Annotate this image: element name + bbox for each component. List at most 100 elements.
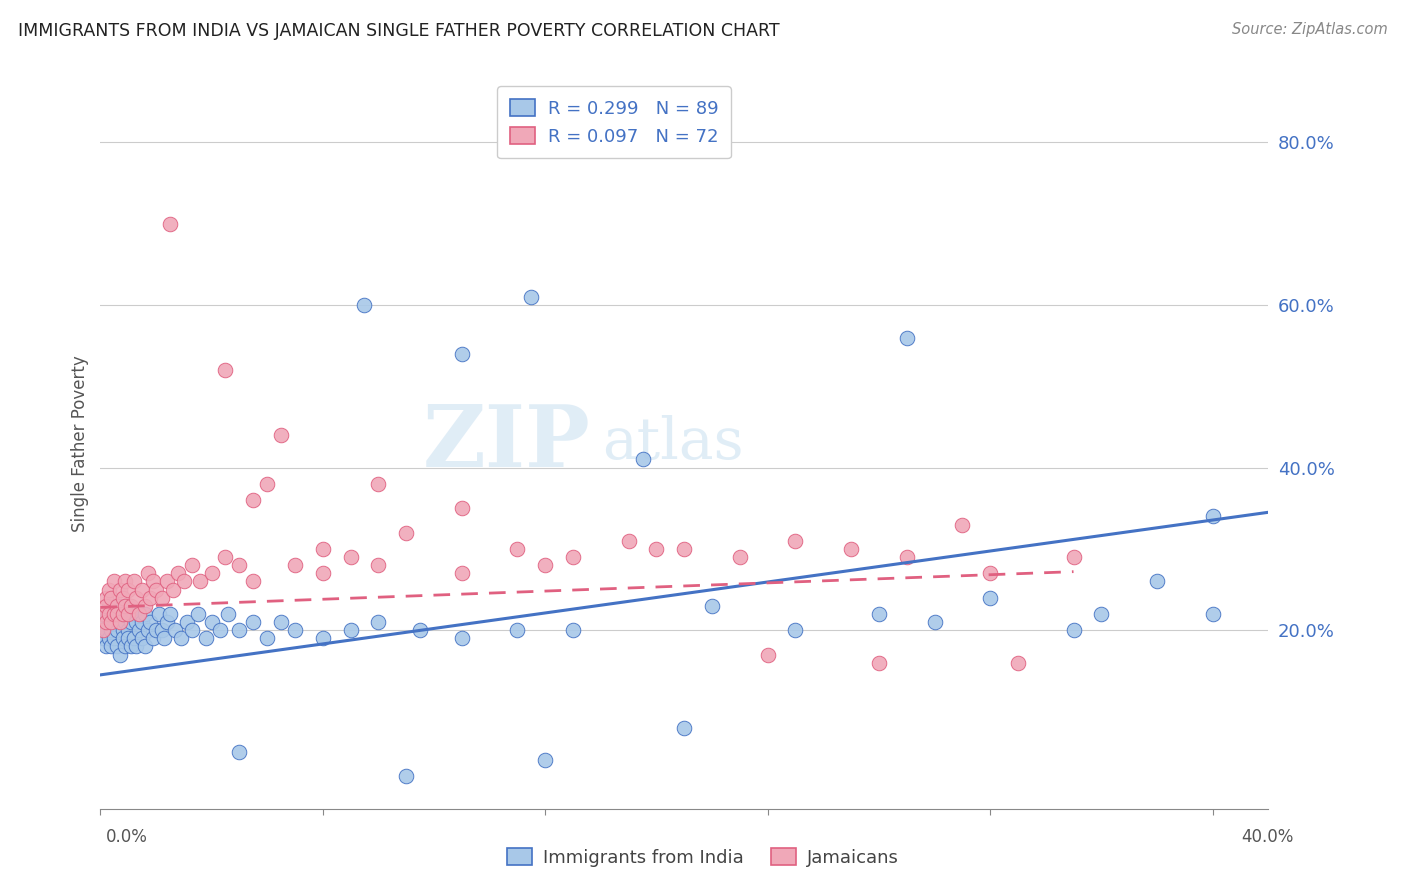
Point bbox=[156, 574, 179, 589]
Point bbox=[150, 591, 173, 605]
Point bbox=[159, 607, 181, 621]
Point bbox=[979, 591, 1001, 605]
Point bbox=[142, 632, 165, 646]
Point bbox=[924, 615, 946, 629]
Point bbox=[162, 582, 184, 597]
Legend: R = 0.299   N = 89, R = 0.097   N = 72: R = 0.299 N = 89, R = 0.097 N = 72 bbox=[498, 87, 731, 159]
Point bbox=[117, 623, 139, 637]
Point bbox=[134, 607, 156, 621]
Point bbox=[150, 623, 173, 637]
Point bbox=[181, 558, 204, 573]
Point bbox=[105, 640, 128, 654]
Point bbox=[91, 632, 114, 646]
Point bbox=[228, 745, 250, 759]
Point bbox=[756, 648, 779, 662]
Point bbox=[117, 607, 139, 621]
Point bbox=[103, 632, 125, 646]
Point bbox=[208, 623, 231, 637]
Point bbox=[700, 599, 723, 613]
Point bbox=[195, 632, 218, 646]
Point bbox=[111, 632, 134, 646]
Text: 40.0%: 40.0% bbox=[1241, 828, 1294, 846]
Point bbox=[148, 607, 170, 621]
Point bbox=[108, 599, 131, 613]
Point bbox=[94, 607, 117, 621]
Point bbox=[312, 632, 335, 646]
Point bbox=[353, 298, 375, 312]
Point bbox=[645, 541, 668, 556]
Point bbox=[120, 640, 142, 654]
Point bbox=[120, 599, 142, 613]
Point bbox=[339, 549, 361, 564]
Point bbox=[450, 632, 472, 646]
Point bbox=[534, 753, 557, 767]
Point bbox=[97, 599, 120, 613]
Point bbox=[111, 607, 134, 621]
Point bbox=[108, 615, 131, 629]
Point bbox=[165, 623, 187, 637]
Point bbox=[409, 623, 432, 637]
Point bbox=[242, 574, 264, 589]
Point bbox=[979, 566, 1001, 581]
Point bbox=[103, 607, 125, 621]
Point bbox=[312, 541, 335, 556]
Point bbox=[367, 558, 389, 573]
Point bbox=[256, 476, 278, 491]
Text: ZIP: ZIP bbox=[423, 401, 591, 485]
Point bbox=[200, 566, 222, 581]
Point bbox=[108, 648, 131, 662]
Point bbox=[131, 632, 153, 646]
Point bbox=[506, 541, 529, 556]
Point bbox=[122, 574, 145, 589]
Point bbox=[1007, 656, 1029, 670]
Point bbox=[91, 623, 114, 637]
Point bbox=[1201, 509, 1223, 524]
Text: Source: ZipAtlas.com: Source: ZipAtlas.com bbox=[1232, 22, 1388, 37]
Point bbox=[173, 574, 195, 589]
Point bbox=[128, 607, 150, 621]
Point bbox=[94, 599, 117, 613]
Point bbox=[108, 582, 131, 597]
Point bbox=[520, 290, 543, 304]
Point bbox=[1201, 607, 1223, 621]
Point bbox=[339, 623, 361, 637]
Point bbox=[145, 623, 167, 637]
Point bbox=[111, 607, 134, 621]
Point bbox=[562, 549, 585, 564]
Point bbox=[120, 615, 142, 629]
Point bbox=[128, 607, 150, 621]
Point bbox=[105, 623, 128, 637]
Point bbox=[128, 623, 150, 637]
Point bbox=[114, 574, 136, 589]
Point bbox=[134, 640, 156, 654]
Point bbox=[97, 632, 120, 646]
Point bbox=[450, 501, 472, 516]
Point bbox=[105, 607, 128, 621]
Point bbox=[139, 591, 162, 605]
Point bbox=[1063, 549, 1085, 564]
Point bbox=[450, 566, 472, 581]
Point bbox=[181, 623, 204, 637]
Point bbox=[228, 623, 250, 637]
Y-axis label: Single Father Poverty: Single Father Poverty bbox=[72, 355, 89, 532]
Point bbox=[125, 640, 148, 654]
Text: 0.0%: 0.0% bbox=[105, 828, 148, 846]
Point bbox=[97, 615, 120, 629]
Point bbox=[103, 599, 125, 613]
Point bbox=[1090, 607, 1112, 621]
Point bbox=[131, 582, 153, 597]
Point bbox=[94, 623, 117, 637]
Point bbox=[284, 558, 307, 573]
Point bbox=[100, 640, 122, 654]
Point bbox=[100, 623, 122, 637]
Point bbox=[395, 770, 418, 784]
Point bbox=[217, 607, 239, 621]
Point bbox=[136, 623, 159, 637]
Point bbox=[91, 607, 114, 621]
Point bbox=[868, 607, 890, 621]
Point bbox=[100, 615, 122, 629]
Point bbox=[117, 632, 139, 646]
Point bbox=[142, 574, 165, 589]
Point bbox=[100, 591, 122, 605]
Point bbox=[125, 591, 148, 605]
